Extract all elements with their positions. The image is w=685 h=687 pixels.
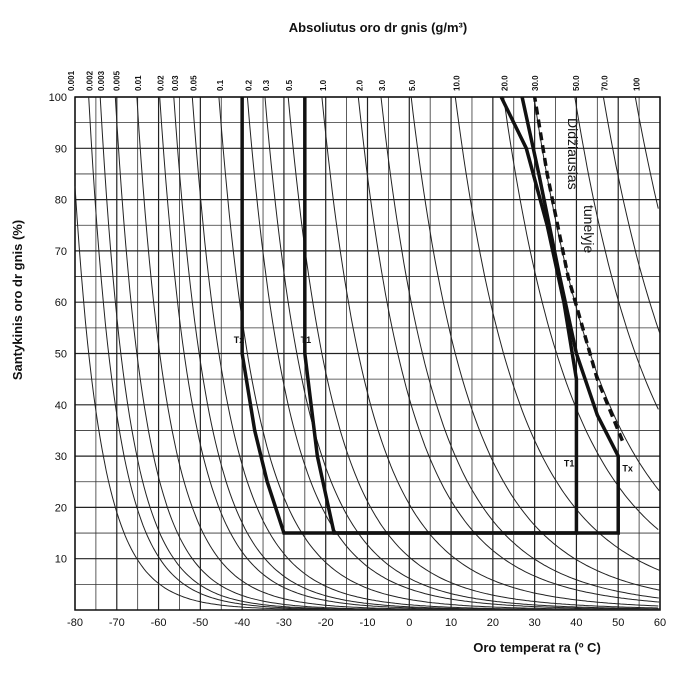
series-label: Tx (622, 463, 633, 473)
x-tick-label: -40 (234, 617, 250, 629)
top-tick-label: 0.005 (112, 70, 121, 91)
annotation: Didžiausias (565, 118, 581, 190)
chart-title: Absoliutus oro dr gnis (g/m³) (289, 20, 467, 35)
top-tick-label: 0.3 (262, 79, 271, 91)
top-tick-label: 2.0 (355, 79, 364, 91)
x-axis-label: Oro temperat ra (º C) (473, 640, 601, 655)
humidity-curve (218, 96, 660, 611)
humidity-curve (321, 96, 659, 607)
top-tick-label: 1.0 (319, 79, 328, 91)
y-tick-label: 40 (55, 400, 67, 412)
series-line (532, 96, 625, 442)
series-label: Tx (234, 335, 245, 345)
humidity-curve (380, 96, 659, 599)
series-label: T1 (564, 458, 575, 468)
humidity-curve (454, 96, 661, 572)
top-tick-label: 0.05 (189, 75, 198, 91)
series-line (303, 96, 579, 535)
x-tick-label: -60 (151, 617, 167, 629)
humidity-curve (357, 96, 660, 603)
top-tick-label: 0.001 (67, 70, 76, 91)
top-tick-label: 100 (632, 77, 641, 91)
top-tick-label: 0.002 (86, 70, 95, 91)
y-tick-label: 90 (55, 143, 67, 155)
x-tick-label: 0 (406, 617, 412, 629)
top-tick-label: 50.0 (572, 75, 581, 91)
y-tick-label: 30 (55, 451, 67, 463)
x-tick-label: -30 (276, 617, 292, 629)
top-tick-label: 20.0 (501, 75, 510, 91)
humidity-curve (602, 96, 661, 334)
x-tick-label: 20 (487, 617, 499, 629)
x-tick-label: 30 (529, 617, 541, 629)
x-tick-label: 50 (612, 617, 624, 629)
humidity-curve (246, 96, 659, 610)
x-tick-label: -80 (67, 617, 83, 629)
top-tick-label: 0.1 (216, 79, 225, 91)
y-axis-label: Santykinis oro dr gnis (%) (10, 220, 25, 380)
top-tick-label: 5.0 (408, 79, 417, 91)
humidity-curve (574, 96, 659, 410)
y-tick-label: 60 (55, 297, 67, 309)
series-label: T1 (301, 335, 312, 345)
x-tick-label: 40 (570, 617, 582, 629)
top-tick-label: 0.5 (285, 79, 294, 91)
y-tick-label: 70 (55, 246, 67, 258)
x-tick-label: -70 (109, 617, 125, 629)
top-tick-label: 0.003 (97, 70, 106, 91)
top-tick-label: 3.0 (378, 79, 387, 91)
top-tick-label: 30.0 (531, 75, 540, 91)
y-tick-label: 100 (49, 92, 67, 104)
humidity-curve (634, 96, 659, 209)
humidity-curve (410, 96, 660, 591)
x-tick-label: -20 (318, 617, 334, 629)
top-tick-label: 0.03 (171, 75, 180, 91)
y-tick-label: 10 (55, 554, 67, 566)
x-tick-label: -50 (192, 617, 208, 629)
x-tick-label: 10 (445, 617, 457, 629)
top-tick-label: 70.0 (600, 75, 609, 91)
humidity-curve (264, 96, 660, 610)
y-tick-label: 20 (55, 502, 67, 514)
top-tick-label: 10.0 (452, 75, 461, 91)
humidity-curve (503, 96, 659, 530)
top-tick-label: 0.2 (244, 79, 253, 91)
x-tick-label: 60 (654, 617, 666, 629)
top-tick-label: 0.01 (134, 75, 143, 91)
annotation: tunelyje (581, 205, 597, 253)
x-tick-label: -10 (360, 617, 376, 629)
humidity-curve (287, 96, 659, 609)
y-tick-label: 80 (55, 195, 67, 207)
y-tick-label: 50 (55, 349, 67, 361)
top-tick-label: 0.02 (157, 75, 166, 91)
